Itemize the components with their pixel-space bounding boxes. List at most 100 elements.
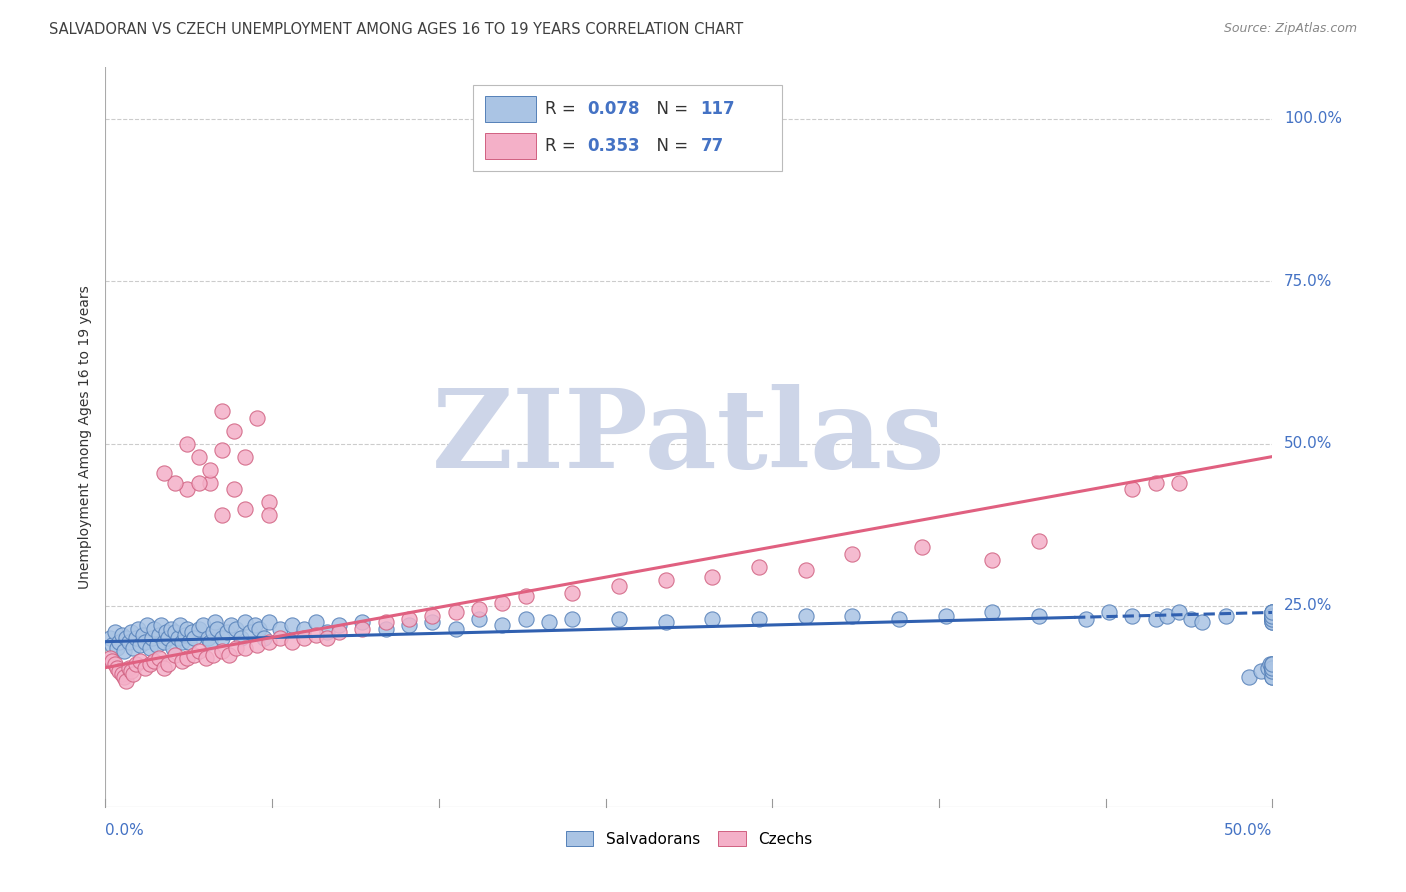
Point	[607, 579, 630, 593]
Point	[120, 624, 142, 639]
Point	[176, 436, 198, 450]
Point	[180, 624, 202, 639]
Point	[194, 651, 217, 665]
Point	[1258, 657, 1281, 672]
Point	[444, 622, 467, 636]
Point	[235, 615, 257, 630]
Text: ZIPatlas: ZIPatlas	[432, 384, 946, 491]
Point	[249, 622, 271, 636]
Point	[139, 657, 162, 672]
Point	[420, 608, 443, 623]
Point	[1237, 670, 1260, 684]
Point	[200, 475, 222, 490]
Point	[187, 622, 209, 636]
Point	[1144, 475, 1167, 490]
Point	[374, 622, 396, 636]
Point	[200, 462, 222, 476]
Point	[122, 641, 145, 656]
Point	[211, 443, 233, 458]
Point	[292, 632, 315, 646]
Point	[1121, 608, 1143, 623]
Point	[1121, 482, 1143, 496]
Point	[1250, 664, 1272, 678]
Point	[561, 586, 583, 600]
Point	[1261, 612, 1284, 626]
Point	[235, 641, 257, 656]
Text: 100.0%: 100.0%	[1284, 112, 1343, 127]
Text: 0.0%: 0.0%	[105, 823, 145, 838]
Point	[136, 618, 159, 632]
Point	[257, 615, 280, 630]
Point	[1261, 670, 1284, 684]
Point	[165, 624, 187, 639]
Point	[115, 632, 138, 646]
Point	[1261, 660, 1284, 674]
Point	[1261, 608, 1284, 623]
Point	[129, 638, 152, 652]
Point	[143, 654, 166, 668]
Text: 25.0%: 25.0%	[1284, 599, 1333, 614]
Point	[1261, 612, 1284, 626]
Point	[204, 615, 226, 630]
Point	[179, 634, 201, 648]
Point	[111, 628, 134, 642]
Point	[702, 612, 724, 626]
Point	[1074, 612, 1097, 626]
Point	[537, 615, 560, 630]
Point	[222, 424, 245, 438]
Point	[141, 632, 163, 646]
Point	[211, 508, 233, 522]
Text: N =: N =	[645, 137, 693, 155]
Point	[1098, 606, 1121, 620]
Text: 77: 77	[700, 137, 724, 155]
Point	[166, 632, 188, 646]
Point	[1156, 608, 1178, 623]
Point	[1168, 475, 1191, 490]
Point	[148, 628, 170, 642]
Point	[197, 632, 219, 646]
Point	[748, 612, 770, 626]
Point	[159, 622, 181, 636]
Point	[132, 628, 155, 642]
FancyBboxPatch shape	[472, 86, 782, 170]
Point	[211, 404, 233, 418]
Point	[127, 622, 149, 636]
Point	[183, 648, 205, 662]
Point	[222, 482, 245, 496]
Point	[1261, 664, 1284, 678]
Point	[253, 632, 276, 646]
Point	[1261, 615, 1284, 630]
Text: SALVADORAN VS CZECH UNEMPLOYMENT AMONG AGES 16 TO 19 YEARS CORRELATION CHART: SALVADORAN VS CZECH UNEMPLOYMENT AMONG A…	[49, 22, 744, 37]
Point	[111, 667, 134, 681]
Point	[654, 573, 676, 587]
Point	[1261, 657, 1284, 672]
Point	[352, 622, 374, 636]
Point	[105, 641, 128, 656]
Point	[316, 624, 339, 639]
Text: 50.0%: 50.0%	[1284, 436, 1333, 451]
Point	[193, 618, 215, 632]
Point	[935, 608, 957, 623]
Point	[304, 615, 326, 630]
Point	[118, 634, 141, 648]
Point	[257, 495, 280, 509]
Point	[243, 618, 266, 632]
Point	[654, 615, 676, 630]
Point	[257, 634, 280, 648]
Point	[139, 641, 162, 656]
Point	[328, 624, 350, 639]
Point	[112, 670, 135, 684]
Point	[221, 618, 243, 632]
Point	[157, 657, 180, 672]
Point	[98, 632, 121, 646]
Point	[215, 624, 238, 639]
Point	[281, 618, 304, 632]
Point	[201, 624, 224, 639]
Point	[183, 632, 205, 646]
Point	[176, 622, 198, 636]
Point	[257, 508, 280, 522]
Point	[468, 602, 491, 616]
Point	[246, 410, 269, 425]
Point	[887, 612, 910, 626]
Point	[444, 606, 467, 620]
